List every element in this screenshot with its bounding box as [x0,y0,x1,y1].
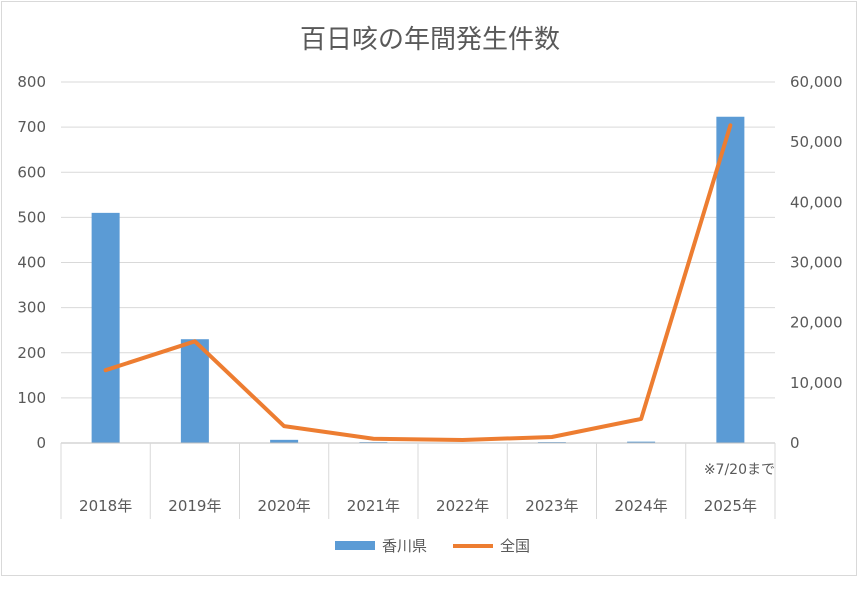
left-tick-label: 300 [17,299,46,317]
bar [91,212,120,443]
category-label: 2023年 [525,497,578,515]
left-tick-label: 500 [17,208,46,226]
legend-label: 全国 [500,537,530,555]
left-tick-label: 700 [17,118,46,136]
legend: 香川県 全国 [335,537,530,555]
category-axis: 2018年 2019年 2020年 2021年 2022年 2023年 2024年 2025年 [60,442,776,519]
category-label: 2020年 [258,497,311,515]
left-axis-ticks: 0 100 200 300 400 500 600 700 800 [17,73,46,452]
category-label: 2021年 [347,497,400,515]
category-label: 2022年 [436,497,489,515]
series-line [103,123,733,442]
left-tick-label: 800 [17,73,46,91]
left-tick-label: 100 [17,389,46,407]
bar-series-kagawa [91,116,745,443]
category-label: 2025年 [704,497,757,515]
right-tick-label: 50,000 [790,133,843,151]
category-label: 2018年 [79,497,132,515]
bar [180,339,209,443]
category-label: 2024年 [615,497,668,515]
bar [270,439,299,443]
annotation-note: ※7/20まで [704,462,775,478]
combo-chart: 百日咳の年間発生件数 0 100 200 300 400 500 600 700 800 0 10… [17,25,843,555]
left-tick-label: 0 [36,434,46,452]
right-axis-ticks: 0 10,000 20,000 30,000 40,000 50,000 60,000 [790,73,843,452]
category-label: 2019年 [168,497,221,515]
line-series-national [103,123,733,442]
legend-swatch-bar [335,541,375,550]
right-tick-label: 30,000 [790,254,843,272]
right-tick-label: 0 [790,434,800,452]
chart-frame: 百日咳の年間発生件数 0 100 200 300 400 500 600 700 800 0 10… [1,1,857,576]
right-tick-label: 40,000 [790,193,843,211]
legend-label: 香川県 [382,537,427,555]
gridlines [61,81,775,444]
left-tick-label: 200 [17,344,46,362]
left-tick-label: 400 [17,254,46,272]
bar [716,116,745,443]
right-tick-label: 60,000 [790,73,843,91]
right-tick-label: 10,000 [790,374,843,392]
chart-title: 百日咳の年間発生件数 [300,25,560,55]
right-tick-label: 20,000 [790,314,843,332]
bar [627,441,656,443]
left-tick-label: 600 [17,163,46,181]
